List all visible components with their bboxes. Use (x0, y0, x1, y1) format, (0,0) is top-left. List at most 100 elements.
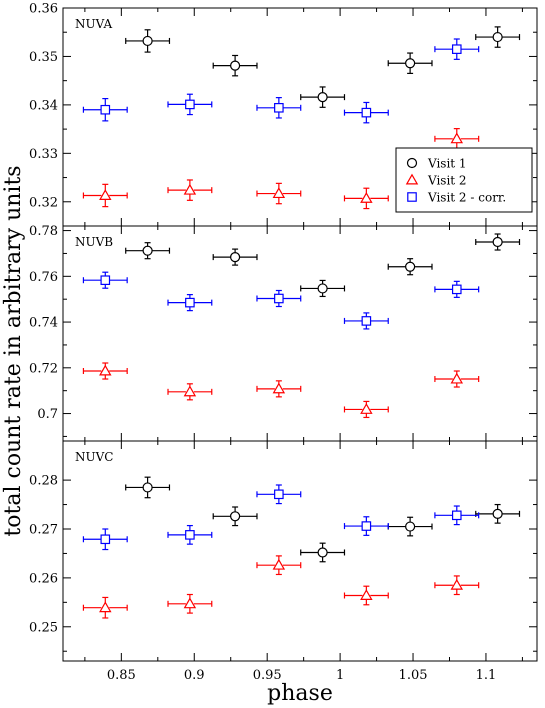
y-tick-label: 0.72 (29, 361, 58, 376)
marker-mask (318, 93, 327, 102)
data-point (274, 489, 284, 500)
marker-mask (274, 490, 283, 499)
y-tick-label: 0.36 (29, 2, 58, 17)
x-tick-label: 0.85 (107, 668, 136, 683)
marker-mask (143, 246, 152, 255)
data-point (451, 510, 462, 521)
x-tick-label: 0.95 (253, 668, 282, 683)
series-visit-1 (125, 233, 521, 298)
data-point (185, 530, 195, 540)
data-point (142, 245, 153, 256)
data-point (272, 558, 286, 570)
marker-mask (185, 100, 194, 109)
data-point (360, 589, 373, 600)
series-visit-2 (82, 362, 480, 419)
y-axis-label: total count rate in arbitrary units (1, 165, 26, 536)
marker-mask (452, 285, 461, 294)
data-point (274, 102, 284, 113)
marker-mask (318, 284, 327, 293)
marker-mask (493, 33, 502, 42)
legend-entry: Visit 2 - corr. (427, 191, 506, 205)
data-point (317, 547, 328, 558)
panel-nuvc: 0.25 0.26 0.27 0.28 NUVC (29, 440, 538, 662)
marker-mask (493, 238, 502, 247)
data-point (361, 107, 372, 118)
marker-mask (406, 262, 415, 271)
series-visit-1 (125, 476, 521, 563)
data-point (492, 236, 503, 248)
marker-mask (406, 522, 415, 531)
x-axis: 0.85 0.9 0.95 1 1.05 1.1 (107, 668, 496, 683)
data-point (450, 578, 464, 590)
marker-mask (452, 511, 461, 520)
data-point (361, 521, 372, 531)
marker-mask (493, 509, 502, 518)
y-tick-label: 0.34 (29, 98, 58, 113)
data-point (99, 364, 112, 376)
marker-mask (362, 316, 371, 325)
marker-mask (101, 105, 110, 114)
data-point (100, 534, 111, 545)
marker-mask (231, 61, 240, 70)
data-point (360, 191, 373, 203)
data-point (450, 132, 464, 144)
data-point (361, 316, 372, 326)
data-point (183, 183, 197, 195)
data-point (274, 293, 284, 304)
x-tick-label: 1.05 (399, 668, 428, 683)
marker-mask (143, 483, 152, 492)
y-tick-label: 0.25 (29, 620, 58, 635)
y-tick-label: 0.74 (29, 316, 58, 331)
marker-mask (362, 522, 371, 531)
x-tick-label: 1.1 (476, 668, 497, 683)
marker-mask (185, 530, 194, 539)
x-tick-label: 1 (336, 668, 344, 683)
marker-mask (185, 298, 194, 307)
marker-mask (101, 535, 110, 544)
data-point (183, 385, 197, 397)
panel-frame (62, 225, 538, 442)
y-tick-label: 0.26 (29, 571, 58, 586)
marker-mask (231, 512, 240, 521)
y-tick-label: 0.76 (29, 270, 58, 285)
marker-mask (231, 253, 240, 262)
marker-mask (274, 103, 283, 112)
data-point (229, 252, 241, 263)
series-visit-1 (125, 26, 521, 108)
data-point (492, 508, 503, 519)
panel-nuvb: 0.7 0.72 0.74 0.76 0.78 NUVB (29, 224, 538, 442)
marker-mask (406, 59, 415, 68)
series-visit-2 (82, 128, 480, 210)
y-tick-label: 0.32 (29, 195, 58, 210)
marker-mask (362, 108, 371, 117)
data-point (405, 58, 416, 69)
marker-mask (143, 36, 152, 45)
series-visit-2 (82, 555, 480, 619)
data-point (185, 99, 195, 110)
legend-box (395, 147, 533, 213)
marker-mask (318, 548, 327, 557)
legend-marker (405, 173, 419, 185)
data-point (229, 60, 241, 71)
y-tick-label: 0.78 (29, 224, 58, 239)
legend-marker (406, 157, 418, 169)
series-visit-2-corr- (82, 484, 480, 551)
legend-entry: Visit 2 (427, 174, 467, 188)
y-tick-label: 0.35 (29, 50, 58, 65)
data-point (100, 275, 111, 286)
y-tick-label: 0.27 (29, 523, 58, 538)
y-tick-label: 0.7 (37, 407, 58, 422)
legend: Visit 1 Visit 2 Visit 2 - corr. (395, 147, 533, 213)
panel-frame (62, 440, 538, 662)
data-point (142, 482, 153, 493)
data-point (272, 187, 286, 199)
panel-label: NUVB (75, 235, 113, 249)
data-point (317, 92, 328, 103)
data-point (405, 521, 416, 532)
data-point (229, 511, 241, 522)
panel-label: NUVA (75, 17, 112, 31)
panel-label: NUVC (75, 450, 113, 464)
x-axis-label: phase (267, 681, 333, 706)
